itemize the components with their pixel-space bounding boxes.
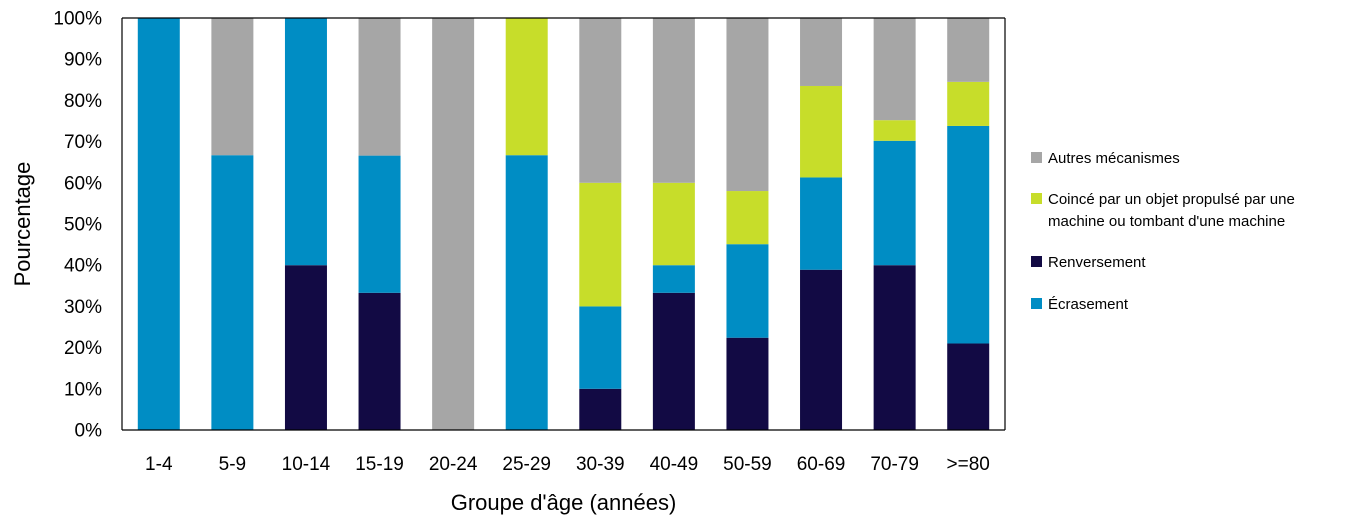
legend-swatch-renversement: [1031, 256, 1042, 267]
bar-50-59-autres-mecanismes: [726, 18, 769, 192]
y-tick-label: 100%: [53, 9, 102, 30]
x-tick-label: 1-4: [145, 454, 173, 475]
bar-80-ecrasement: [947, 125, 990, 344]
bar-70-79-ecrasement: [873, 140, 916, 266]
bar-15-19-autres-mecanismes: [358, 18, 401, 156]
y-tick-label: 0%: [75, 421, 103, 442]
x-tick-label: 25-29: [502, 454, 551, 475]
bar-30-39-autres-mecanismes: [579, 18, 622, 183]
y-axis-title: Pourcentage: [10, 162, 35, 287]
bar-40-49-autres-mecanismes: [652, 18, 695, 183]
bar-70-79-autres-mecanismes: [873, 18, 916, 121]
legend: Autres mécanismes Coincé par un objet pro…: [1031, 150, 1295, 313]
bar-80-autres-mecanismes: [947, 18, 990, 82]
y-tick-label: 40%: [64, 256, 102, 277]
y-tick-label: 80%: [64, 91, 102, 112]
legend-swatch-autres-mecanismes: [1031, 152, 1042, 163]
x-tick-labels: 1-4 5-9 10-14 15-19 20-24 25-29 30-39 40-49 50-5…: [145, 454, 990, 475]
bar-40-49-coince-par-un-objet-prop: [652, 182, 695, 266]
bar-40-49-ecrasement: [652, 265, 695, 293]
bar-15-19-ecrasement: [358, 155, 401, 293]
bar-20-24-autres-mecanismes: [432, 18, 475, 430]
bars-layer: [137, 18, 990, 430]
bar-5-9-autres-mecanismes: [211, 18, 254, 156]
x-tick-label: 5-9: [219, 454, 246, 475]
bar-80-renversement: [947, 343, 990, 430]
legend-swatch-coince-par-un-objet-prop: [1031, 193, 1042, 204]
x-tick-label: 15-19: [355, 454, 404, 475]
y-tick-label: 10%: [64, 379, 102, 400]
bar-10-14-renversement: [284, 265, 327, 430]
bar-40-49-renversement: [652, 292, 695, 430]
y-tick-label: 50%: [64, 215, 102, 236]
x-tick-label: 10-14: [282, 454, 331, 475]
bar-15-19-renversement: [358, 292, 401, 430]
x-tick-label: 30-39: [576, 454, 625, 475]
bar-60-69-ecrasement: [800, 177, 843, 270]
bar-50-59-ecrasement: [726, 244, 769, 338]
bar-5-9-ecrasement: [211, 155, 254, 430]
x-tick-label: >=80: [947, 454, 990, 475]
bar-10-14-ecrasement: [284, 18, 327, 266]
bar-80-coince-par-un-objet-prop: [947, 81, 990, 126]
x-tick-label: 50-59: [723, 454, 772, 475]
bar-70-79-renversement: [873, 265, 916, 430]
bar-60-69-coince-par-un-objet-prop: [800, 85, 843, 178]
legend-swatch-ecrasement: [1031, 298, 1042, 309]
legend-label: Écrasement: [1048, 296, 1129, 313]
legend-label: Renversement: [1048, 254, 1146, 271]
x-tick-label: 70-79: [870, 454, 919, 475]
bar-50-59-renversement: [726, 337, 769, 430]
bar-50-59-coince-par-un-objet-prop: [726, 191, 769, 245]
bar-25-29-ecrasement: [505, 155, 548, 430]
bar-30-39-ecrasement: [579, 306, 622, 389]
bar-25-29-coince-par-un-objet-prop: [505, 18, 548, 156]
y-tick-labels: 0% 10% 20% 30% 40% 50% 60% 70% 80% 90% 100%: [53, 9, 102, 442]
legend-label: Coincé par un objet propulsé par une: [1048, 191, 1295, 208]
y-tick-label: 30%: [64, 297, 102, 318]
x-tick-label: 40-49: [650, 454, 699, 475]
x-tick-label: 20-24: [429, 454, 478, 475]
bar-1-4-ecrasement: [137, 18, 180, 430]
bar-70-79-coince-par-un-objet-prop: [873, 120, 916, 141]
bar-30-39-coince-par-un-objet-prop: [579, 182, 622, 307]
y-tick-label: 60%: [64, 173, 102, 194]
x-tick-label: 60-69: [797, 454, 846, 475]
bar-60-69-autres-mecanismes: [800, 18, 843, 86]
x-axis-title: Groupe d'âge (années): [451, 490, 677, 515]
y-tick-label: 70%: [64, 132, 102, 153]
y-tick-label: 90%: [64, 50, 102, 71]
bar-60-69-renversement: [800, 269, 843, 430]
y-tick-label: 20%: [64, 338, 102, 359]
legend-label: machine ou tombant d'une machine: [1048, 213, 1285, 230]
legend-label: Autres mécanismes: [1048, 150, 1180, 167]
bar-30-39-renversement: [579, 388, 622, 430]
